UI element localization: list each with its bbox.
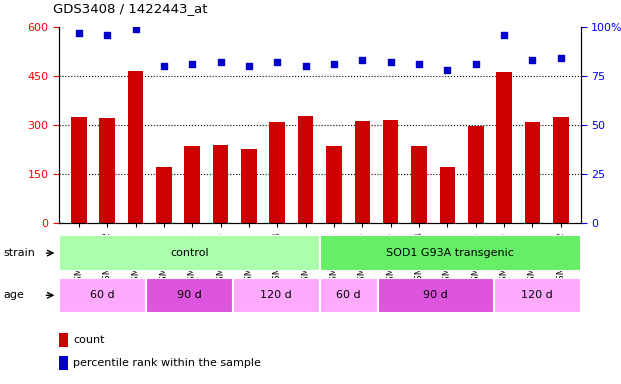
Point xyxy=(499,31,509,38)
Bar xyxy=(71,117,87,223)
Bar xyxy=(468,126,484,223)
Text: 60 d: 60 d xyxy=(337,290,361,300)
Text: percentile rank within the sample: percentile rank within the sample xyxy=(73,358,261,368)
Bar xyxy=(411,146,427,223)
Bar xyxy=(128,71,143,223)
Bar xyxy=(326,146,342,223)
Bar xyxy=(378,278,494,313)
Text: 120 d: 120 d xyxy=(260,290,292,300)
Bar xyxy=(494,278,581,313)
Point xyxy=(130,26,140,32)
Bar xyxy=(146,278,233,313)
Text: 90 d: 90 d xyxy=(177,290,202,300)
Point xyxy=(471,61,481,67)
Bar xyxy=(213,145,229,223)
Bar xyxy=(270,122,285,223)
Bar xyxy=(156,167,171,223)
Point xyxy=(74,30,84,36)
Text: count: count xyxy=(73,335,105,345)
Point xyxy=(273,59,283,65)
Point xyxy=(188,61,197,67)
Bar xyxy=(59,278,146,313)
Bar xyxy=(59,356,68,370)
Bar xyxy=(241,149,256,223)
Bar xyxy=(440,167,455,223)
Point xyxy=(329,61,339,67)
Point xyxy=(414,61,424,67)
Point xyxy=(527,57,537,63)
Point xyxy=(102,31,112,38)
Bar xyxy=(59,333,68,348)
Bar xyxy=(99,118,115,223)
Point xyxy=(357,57,367,63)
Bar xyxy=(233,278,320,313)
Bar xyxy=(298,116,314,223)
Point xyxy=(442,67,452,73)
Text: 120 d: 120 d xyxy=(521,290,553,300)
Point xyxy=(159,63,169,69)
Bar xyxy=(59,235,320,271)
Point xyxy=(244,63,254,69)
Text: SOD1 G93A transgenic: SOD1 G93A transgenic xyxy=(386,248,514,258)
Point xyxy=(215,59,225,65)
Point xyxy=(301,63,310,69)
Bar xyxy=(553,117,569,223)
Point xyxy=(556,55,566,61)
Text: 60 d: 60 d xyxy=(90,290,115,300)
Bar xyxy=(184,146,200,223)
Bar xyxy=(355,121,370,223)
Bar xyxy=(496,72,512,223)
Bar xyxy=(320,235,581,271)
Point xyxy=(386,59,396,65)
Bar xyxy=(320,278,378,313)
Bar xyxy=(525,122,540,223)
Text: age: age xyxy=(3,290,24,300)
Bar xyxy=(383,120,399,223)
Text: control: control xyxy=(170,248,209,258)
Text: GDS3408 / 1422443_at: GDS3408 / 1422443_at xyxy=(53,2,207,15)
Text: 90 d: 90 d xyxy=(424,290,448,300)
Text: strain: strain xyxy=(3,248,35,258)
